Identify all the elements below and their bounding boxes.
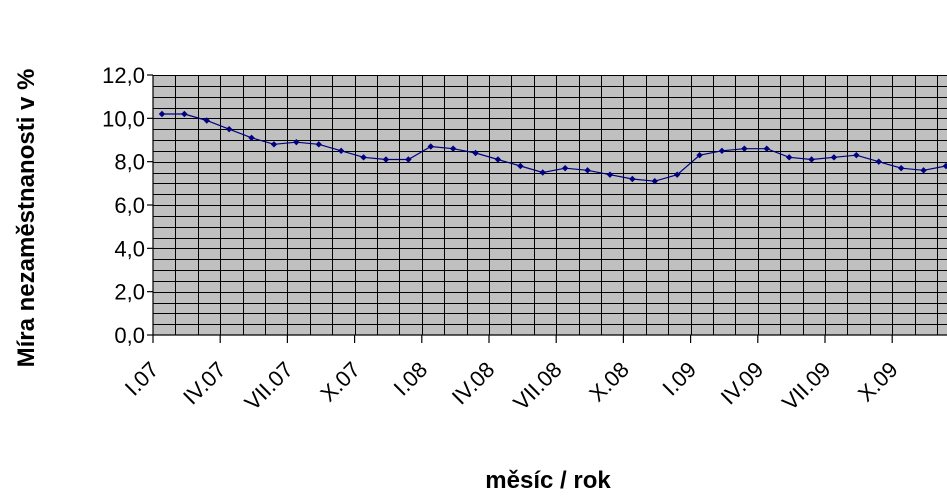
series-layer xyxy=(158,110,947,185)
x-tick-label: IV.07 xyxy=(178,357,231,410)
data-point xyxy=(741,145,748,152)
y-tick-labels: 0,0 2,0 4,0 6,0 8,0 10,0 12,0 xyxy=(102,63,145,348)
series-line xyxy=(162,113,947,182)
data-point xyxy=(494,156,502,163)
x-tick-label: VII.08 xyxy=(508,357,566,415)
x-tick-label: IV.09 xyxy=(716,357,769,410)
data-point xyxy=(808,156,815,163)
data-point xyxy=(673,171,681,178)
data-point xyxy=(920,167,927,174)
y-tick-label: 4,0 xyxy=(114,236,145,261)
data-point xyxy=(875,158,882,165)
data-point xyxy=(718,147,726,155)
data-point xyxy=(158,110,166,118)
data-point xyxy=(763,145,770,152)
y-tick-label: 10,0 xyxy=(102,106,145,131)
x-tick-label: VII.07 xyxy=(240,357,298,415)
data-point xyxy=(785,154,793,161)
data-point xyxy=(360,154,367,161)
data-point xyxy=(472,149,479,157)
x-tick-label: X.07 xyxy=(315,357,365,407)
data-point xyxy=(897,164,905,172)
x-tick-label: I.09 xyxy=(657,357,701,401)
data-point xyxy=(561,164,569,172)
data-point xyxy=(181,110,188,118)
x-axis-label: měsíc / rok xyxy=(485,467,611,494)
y-tick-label: 8,0 xyxy=(114,150,145,175)
x-tick-label: X.08 xyxy=(584,357,634,407)
data-point xyxy=(606,171,614,178)
data-point xyxy=(942,162,947,170)
x-tick-label: IV.08 xyxy=(447,357,500,410)
data-point xyxy=(517,162,524,170)
y-tick-label: 6,0 xyxy=(114,193,145,218)
data-point xyxy=(539,169,546,176)
x-tick-labels: I.07 IV.07 VII.07 X.07 I.08 IV.08 VII.08 X.08 I.… xyxy=(120,357,903,415)
x-tick-label: I.08 xyxy=(389,357,433,401)
data-point xyxy=(830,154,838,161)
data-point xyxy=(337,147,345,155)
data-point xyxy=(315,141,322,148)
y-tick-label: 0,0 xyxy=(114,323,145,348)
y-tick-label: 12,0 xyxy=(102,63,145,88)
x-tick-label: I.07 xyxy=(120,357,164,401)
data-point xyxy=(696,151,703,159)
data-point xyxy=(449,145,457,152)
y-axis-label: Míra nezaměstnanosti v % xyxy=(13,69,40,368)
data-point xyxy=(203,117,210,124)
data-point xyxy=(248,134,255,142)
data-point xyxy=(427,143,434,150)
data-point xyxy=(225,125,233,133)
data-point xyxy=(651,177,658,185)
data-point xyxy=(270,141,278,148)
x-tick-label: VII.09 xyxy=(777,357,835,415)
data-point xyxy=(382,156,390,163)
grid-lines xyxy=(153,75,947,335)
x-tick-label: X.09 xyxy=(853,357,903,407)
data-point xyxy=(629,175,636,183)
data-point xyxy=(584,167,591,174)
data-point xyxy=(853,151,860,159)
axes xyxy=(147,74,947,343)
data-point xyxy=(405,156,412,163)
y-tick-label: 2,0 xyxy=(114,280,145,305)
data-point xyxy=(293,138,300,146)
